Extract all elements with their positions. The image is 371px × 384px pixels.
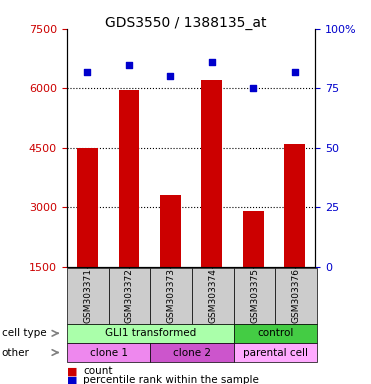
Text: GDS3550 / 1388135_at: GDS3550 / 1388135_at (105, 16, 266, 30)
Bar (243, 211, 263, 267)
Text: control: control (257, 328, 294, 338)
Text: GLI1 transformed: GLI1 transformed (105, 328, 196, 338)
Text: ■: ■ (67, 366, 77, 376)
Point (126, 61, 132, 68)
Text: ■: ■ (67, 375, 77, 384)
Text: clone 2: clone 2 (173, 348, 211, 358)
Text: cell type: cell type (2, 328, 46, 338)
Text: percentile rank within the sample: percentile rank within the sample (83, 375, 259, 384)
Bar (284, 144, 305, 267)
Text: GSM303371: GSM303371 (83, 268, 92, 323)
Text: GSM303375: GSM303375 (250, 268, 259, 323)
Text: parental cell: parental cell (243, 348, 308, 358)
Bar (201, 80, 222, 267)
Text: other: other (2, 348, 30, 358)
Text: GSM303374: GSM303374 (209, 268, 217, 323)
Point (209, 59, 215, 65)
Text: GSM303376: GSM303376 (292, 268, 301, 323)
Text: clone 1: clone 1 (89, 348, 128, 358)
Point (85, 69, 91, 75)
Bar (160, 195, 181, 267)
Text: GSM303373: GSM303373 (167, 268, 175, 323)
Text: GSM303372: GSM303372 (125, 268, 134, 323)
Bar (119, 90, 139, 267)
Point (167, 73, 173, 79)
Point (250, 85, 256, 91)
Text: count: count (83, 366, 113, 376)
Bar (77, 148, 98, 267)
Point (292, 69, 298, 75)
